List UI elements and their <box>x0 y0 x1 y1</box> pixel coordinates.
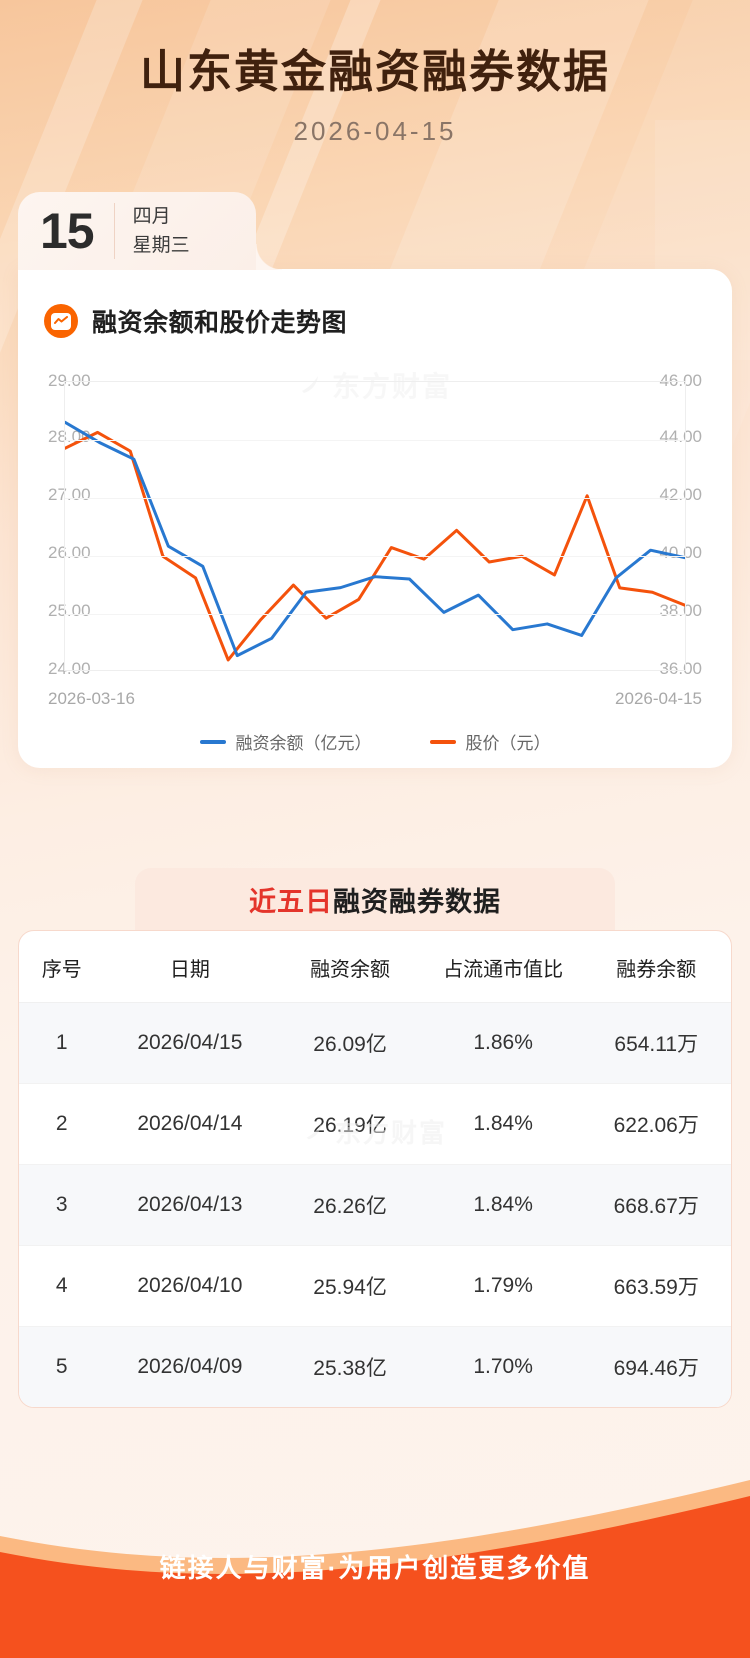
gridline <box>65 440 685 441</box>
gridline <box>65 498 685 499</box>
chart-title: 融资余额和股价走势图 <box>92 309 348 337</box>
table-row[interactable]: 5 2026/04/09 25.38亿 1.70% 694.46万 <box>19 1326 731 1407</box>
chart-plot-area <box>64 381 686 671</box>
x-tick-end: 2026-04-15 <box>615 689 702 708</box>
trend-chart-icon <box>44 304 78 338</box>
y-left-tick: 27.00 <box>48 485 91 504</box>
cell-margin-balance: 26.19亿 <box>275 1083 425 1165</box>
cell-no: 5 <box>19 1326 105 1407</box>
cell-margin-balance: 25.94亿 <box>275 1245 425 1327</box>
cell-short-balance: 622.06万 <box>581 1083 731 1165</box>
cell-no: 1 <box>19 1002 105 1084</box>
column-header-margin: 融资余额 <box>275 931 425 1003</box>
cell-margin-balance: 26.26亿 <box>275 1164 425 1246</box>
cell-margin-balance: 26.09亿 <box>275 1002 425 1084</box>
legend-label-stock-price: 股价（元） <box>465 734 551 753</box>
page-title: 山东黄金融资融券数据 <box>139 46 610 97</box>
date-month: 四月 <box>132 205 171 227</box>
zigzag-glyph <box>54 316 68 324</box>
table-row[interactable]: 3 2026/04/13 26.26亿 1.84% 668.67万 <box>19 1164 731 1246</box>
footer-wave <box>0 1480 750 1658</box>
table-banner-highlight: 近五日 <box>249 886 333 917</box>
y-right-tick: 44.00 <box>659 427 702 446</box>
legend-swatch-orange <box>429 739 456 744</box>
y-right-tick: 36.00 <box>659 659 702 678</box>
cell-ratio: 1.84% <box>424 1164 582 1246</box>
column-header-date: 日期 <box>104 931 276 1003</box>
column-header-no: 序号 <box>19 931 105 1003</box>
page-header: 山东黄金融资融券数据 2026-04-15 <box>0 0 750 147</box>
cell-no: 3 <box>19 1164 105 1246</box>
table-header-row: 序号 日期 融资余额 占流通市值比 融券余额 <box>19 931 731 1003</box>
table-section: 近五日 融资融券数据 东方财富 序号 日期 融资余额 占流通市值比 融券余额 <box>18 868 732 1408</box>
y-left-tick: 29.00 <box>48 371 91 390</box>
cell-date: 2026/04/13 <box>104 1164 276 1246</box>
date-divider <box>113 203 115 259</box>
cell-margin-balance: 25.38亿 <box>275 1326 425 1407</box>
cell-short-balance: 654.11万 <box>581 1002 731 1084</box>
x-tick-start: 2026-03-16 <box>48 689 135 708</box>
page-footer: 链接人与财富·为用户创造更多价值 <box>0 1428 750 1658</box>
y-right-tick: 38.00 <box>659 601 702 620</box>
y-right-tick: 40.00 <box>659 543 702 562</box>
series-line-margin-balance <box>65 422 685 655</box>
x-axis-labels: 2026-03-16 2026-04-15 <box>48 689 702 709</box>
y-left-tick: 25.00 <box>48 601 91 620</box>
chart-card-header: 融资余额和股价走势图 <box>18 269 732 339</box>
table-row[interactable]: 4 2026/04/10 25.94亿 1.79% 663.59万 <box>19 1245 731 1327</box>
cell-ratio: 1.86% <box>424 1002 582 1084</box>
column-header-ratio: 占流通市值比 <box>424 931 582 1003</box>
table-row[interactable]: 1 2026/04/15 26.09亿 1.86% 654.11万 <box>19 1002 731 1084</box>
legend-item-stock-price[interactable]: 股价（元） <box>429 729 551 754</box>
margin-trading-table: 序号 日期 融资余额 占流通市值比 融券余额 1 2026/04/15 26.09亿… <box>19 931 731 1407</box>
cell-no: 2 <box>19 1083 105 1165</box>
table-banner-rest: 融资融券数据 <box>333 886 501 917</box>
table-banner: 近五日 融资融券数据 <box>135 868 615 930</box>
table-body: 1 2026/04/15 26.09亿 1.86% 654.11万 2 2026/04/14… <box>19 1002 731 1407</box>
cell-ratio: 1.79% <box>424 1245 582 1327</box>
table-row[interactable]: 2 2026/04/14 26.19亿 1.84% 622.06万 <box>19 1083 731 1165</box>
cell-short-balance: 663.59万 <box>581 1245 731 1327</box>
date-day: 15 <box>40 203 95 259</box>
chart-card: 融资余额和股价走势图 东方财富 29.00 28.00 27.00 26.00 … <box>18 269 732 768</box>
footer-slogan: 链接人与财富·为用户创造更多价值 <box>159 1553 591 1583</box>
cell-ratio: 1.84% <box>424 1083 582 1165</box>
gridline <box>65 556 685 557</box>
y-right-tick: 42.00 <box>659 485 702 504</box>
y-left-tick: 26.00 <box>48 543 91 562</box>
page-subtitle-date: 2026-04-15 <box>293 115 457 146</box>
legend-item-margin-balance[interactable]: 融资余额（亿元） <box>199 729 372 754</box>
cell-short-balance: 668.67万 <box>581 1164 731 1246</box>
date-weekday: 星期三 <box>132 235 190 256</box>
y-left-tick: 24.00 <box>48 659 91 678</box>
cell-date: 2026/04/09 <box>104 1326 276 1407</box>
cell-date: 2026/04/14 <box>104 1083 276 1165</box>
chart: 东方财富 29.00 28.00 27.00 26.00 25.00 24.00… <box>48 357 702 753</box>
cell-date: 2026/04/15 <box>104 1002 276 1084</box>
chart-series-svg <box>65 382 685 670</box>
cell-short-balance: 694.46万 <box>581 1326 731 1407</box>
date-card: 15 四月 星期三 <box>18 192 282 270</box>
table-card: 东方财富 序号 日期 融资余额 占流通市值比 融券余额 1 2026/04/15 2… <box>18 930 732 1408</box>
series-line-stock-price <box>65 432 685 660</box>
column-header-short: 融券余额 <box>581 931 731 1003</box>
chart-legend: 融资余额（亿元） 股价（元） <box>48 729 702 754</box>
chart-section: 15 四月 星期三 融资余额和股价走势图 <box>18 192 732 768</box>
cell-no: 4 <box>19 1245 105 1327</box>
cell-ratio: 1.70% <box>424 1326 582 1407</box>
legend-label-margin-balance: 融资余额（亿元） <box>235 734 372 753</box>
y-right-tick: 46.00 <box>659 371 702 390</box>
gridline <box>65 614 685 615</box>
cell-date: 2026/04/10 <box>104 1245 276 1327</box>
legend-swatch-blue <box>199 739 226 744</box>
